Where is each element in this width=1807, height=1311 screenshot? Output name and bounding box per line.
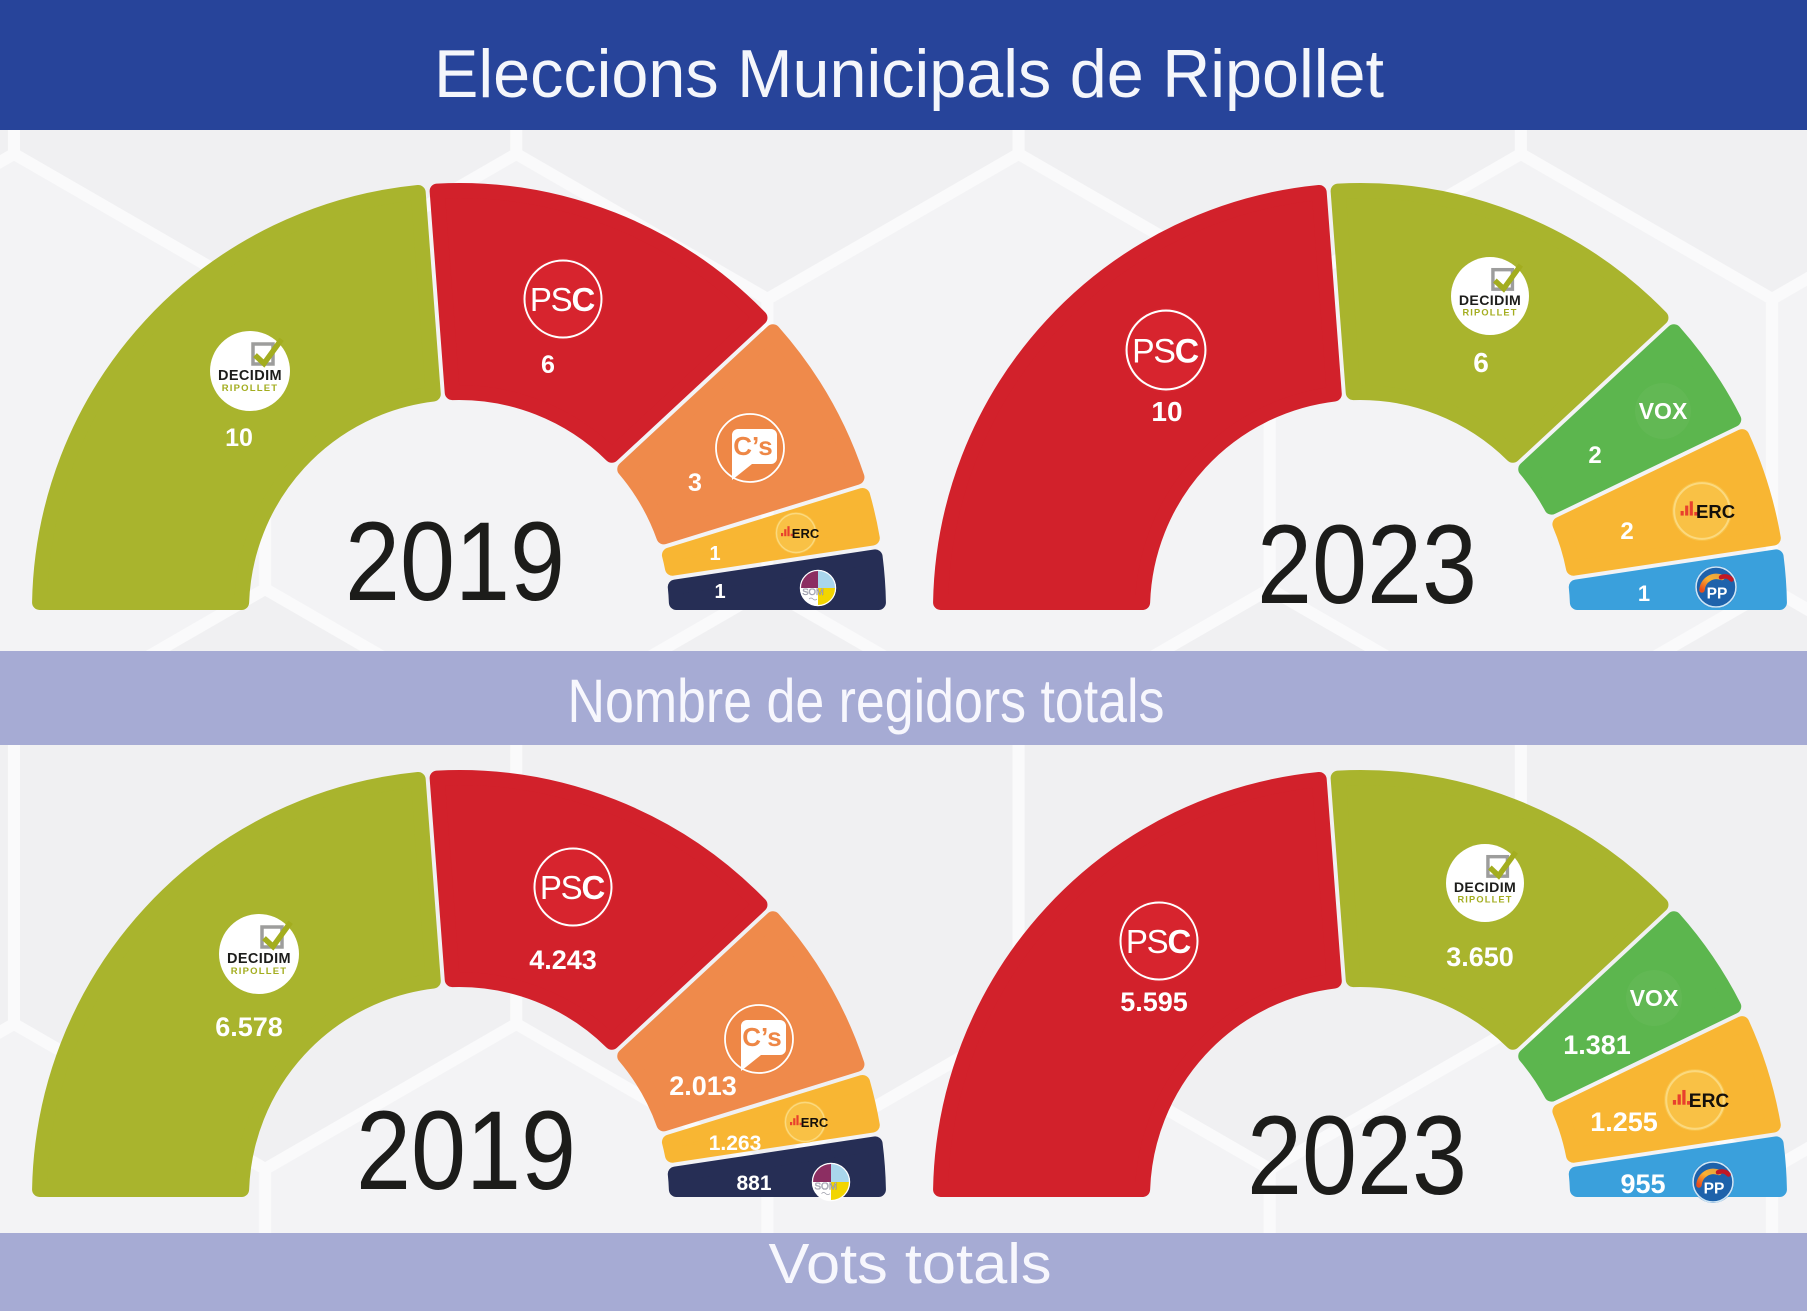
svg-text:881: 881 — [736, 1172, 771, 1195]
svg-text:PSC: PSC — [540, 869, 605, 906]
svg-text:10: 10 — [1151, 396, 1182, 427]
svg-text:PP: PP — [1707, 586, 1728, 603]
svg-text:VOX: VOX — [1630, 985, 1679, 1011]
svg-text:PSC: PSC — [1132, 332, 1199, 370]
svg-text:PSC: PSC — [1126, 923, 1191, 960]
svg-text:4.243: 4.243 — [529, 945, 597, 975]
svg-text:955: 955 — [1620, 1169, 1665, 1199]
svg-text:5.595: 5.595 — [1120, 987, 1188, 1017]
svg-text:DECIDIM: DECIDIM — [218, 368, 282, 384]
svg-text:ERC: ERC — [1696, 501, 1735, 522]
svg-text:SOM: SOM — [802, 587, 824, 598]
svg-text:PSC: PSC — [530, 281, 595, 318]
svg-text:1.381: 1.381 — [1563, 1030, 1631, 1060]
svg-text:1: 1 — [709, 543, 720, 565]
svg-text:2023: 2023 — [1257, 502, 1477, 627]
svg-text:1.255: 1.255 — [1590, 1107, 1658, 1137]
svg-text:RIPOLLET: RIPOLLET — [1457, 895, 1512, 905]
svg-text:VOX: VOX — [1639, 398, 1688, 424]
svg-text:1: 1 — [714, 581, 725, 603]
svg-text:6: 6 — [1473, 347, 1489, 378]
svg-text:Eleccions Municipals de Ripoll: Eleccions Municipals de Ripollet — [434, 36, 1384, 112]
svg-text:RIPOLLET: RIPOLLET — [1462, 308, 1517, 318]
svg-text:DECIDIM: DECIDIM — [227, 951, 291, 967]
svg-text:ERC: ERC — [792, 526, 820, 541]
svg-text:DECIDIM: DECIDIM — [1454, 879, 1516, 895]
svg-text:1: 1 — [1638, 581, 1650, 606]
svg-text:C’s: C’s — [742, 1022, 782, 1052]
svg-text:ERC: ERC — [801, 1115, 829, 1130]
svg-text:2019: 2019 — [345, 499, 565, 624]
svg-text:2.013: 2.013 — [669, 1071, 737, 1101]
svg-text:RIPOLLET: RIPOLLET — [222, 383, 279, 394]
svg-text:ERC: ERC — [1689, 1091, 1730, 1112]
svg-text:RIPOLLET: RIPOLLET — [231, 966, 288, 977]
svg-text:Nombre de regidors totals: Nombre de regidors totals — [568, 667, 1165, 735]
svg-text:Vots totals: Vots totals — [769, 1232, 1052, 1296]
svg-text:SOM: SOM — [814, 1181, 837, 1192]
svg-text:2023: 2023 — [1247, 1093, 1467, 1218]
svg-text:3.650: 3.650 — [1446, 942, 1514, 972]
svg-text:DECIDIM: DECIDIM — [1459, 292, 1521, 308]
svg-text:1.263: 1.263 — [709, 1132, 762, 1155]
svg-text:3: 3 — [688, 469, 702, 497]
svg-text:2019: 2019 — [356, 1088, 576, 1213]
svg-text:6.578: 6.578 — [215, 1012, 283, 1042]
svg-text:2: 2 — [1620, 518, 1633, 545]
svg-text:PP: PP — [1704, 1181, 1725, 1198]
svg-text:C’s: C’s — [733, 431, 773, 461]
svg-text:10: 10 — [225, 424, 253, 452]
svg-text:6: 6 — [541, 351, 555, 379]
svg-text:2: 2 — [1588, 442, 1601, 469]
